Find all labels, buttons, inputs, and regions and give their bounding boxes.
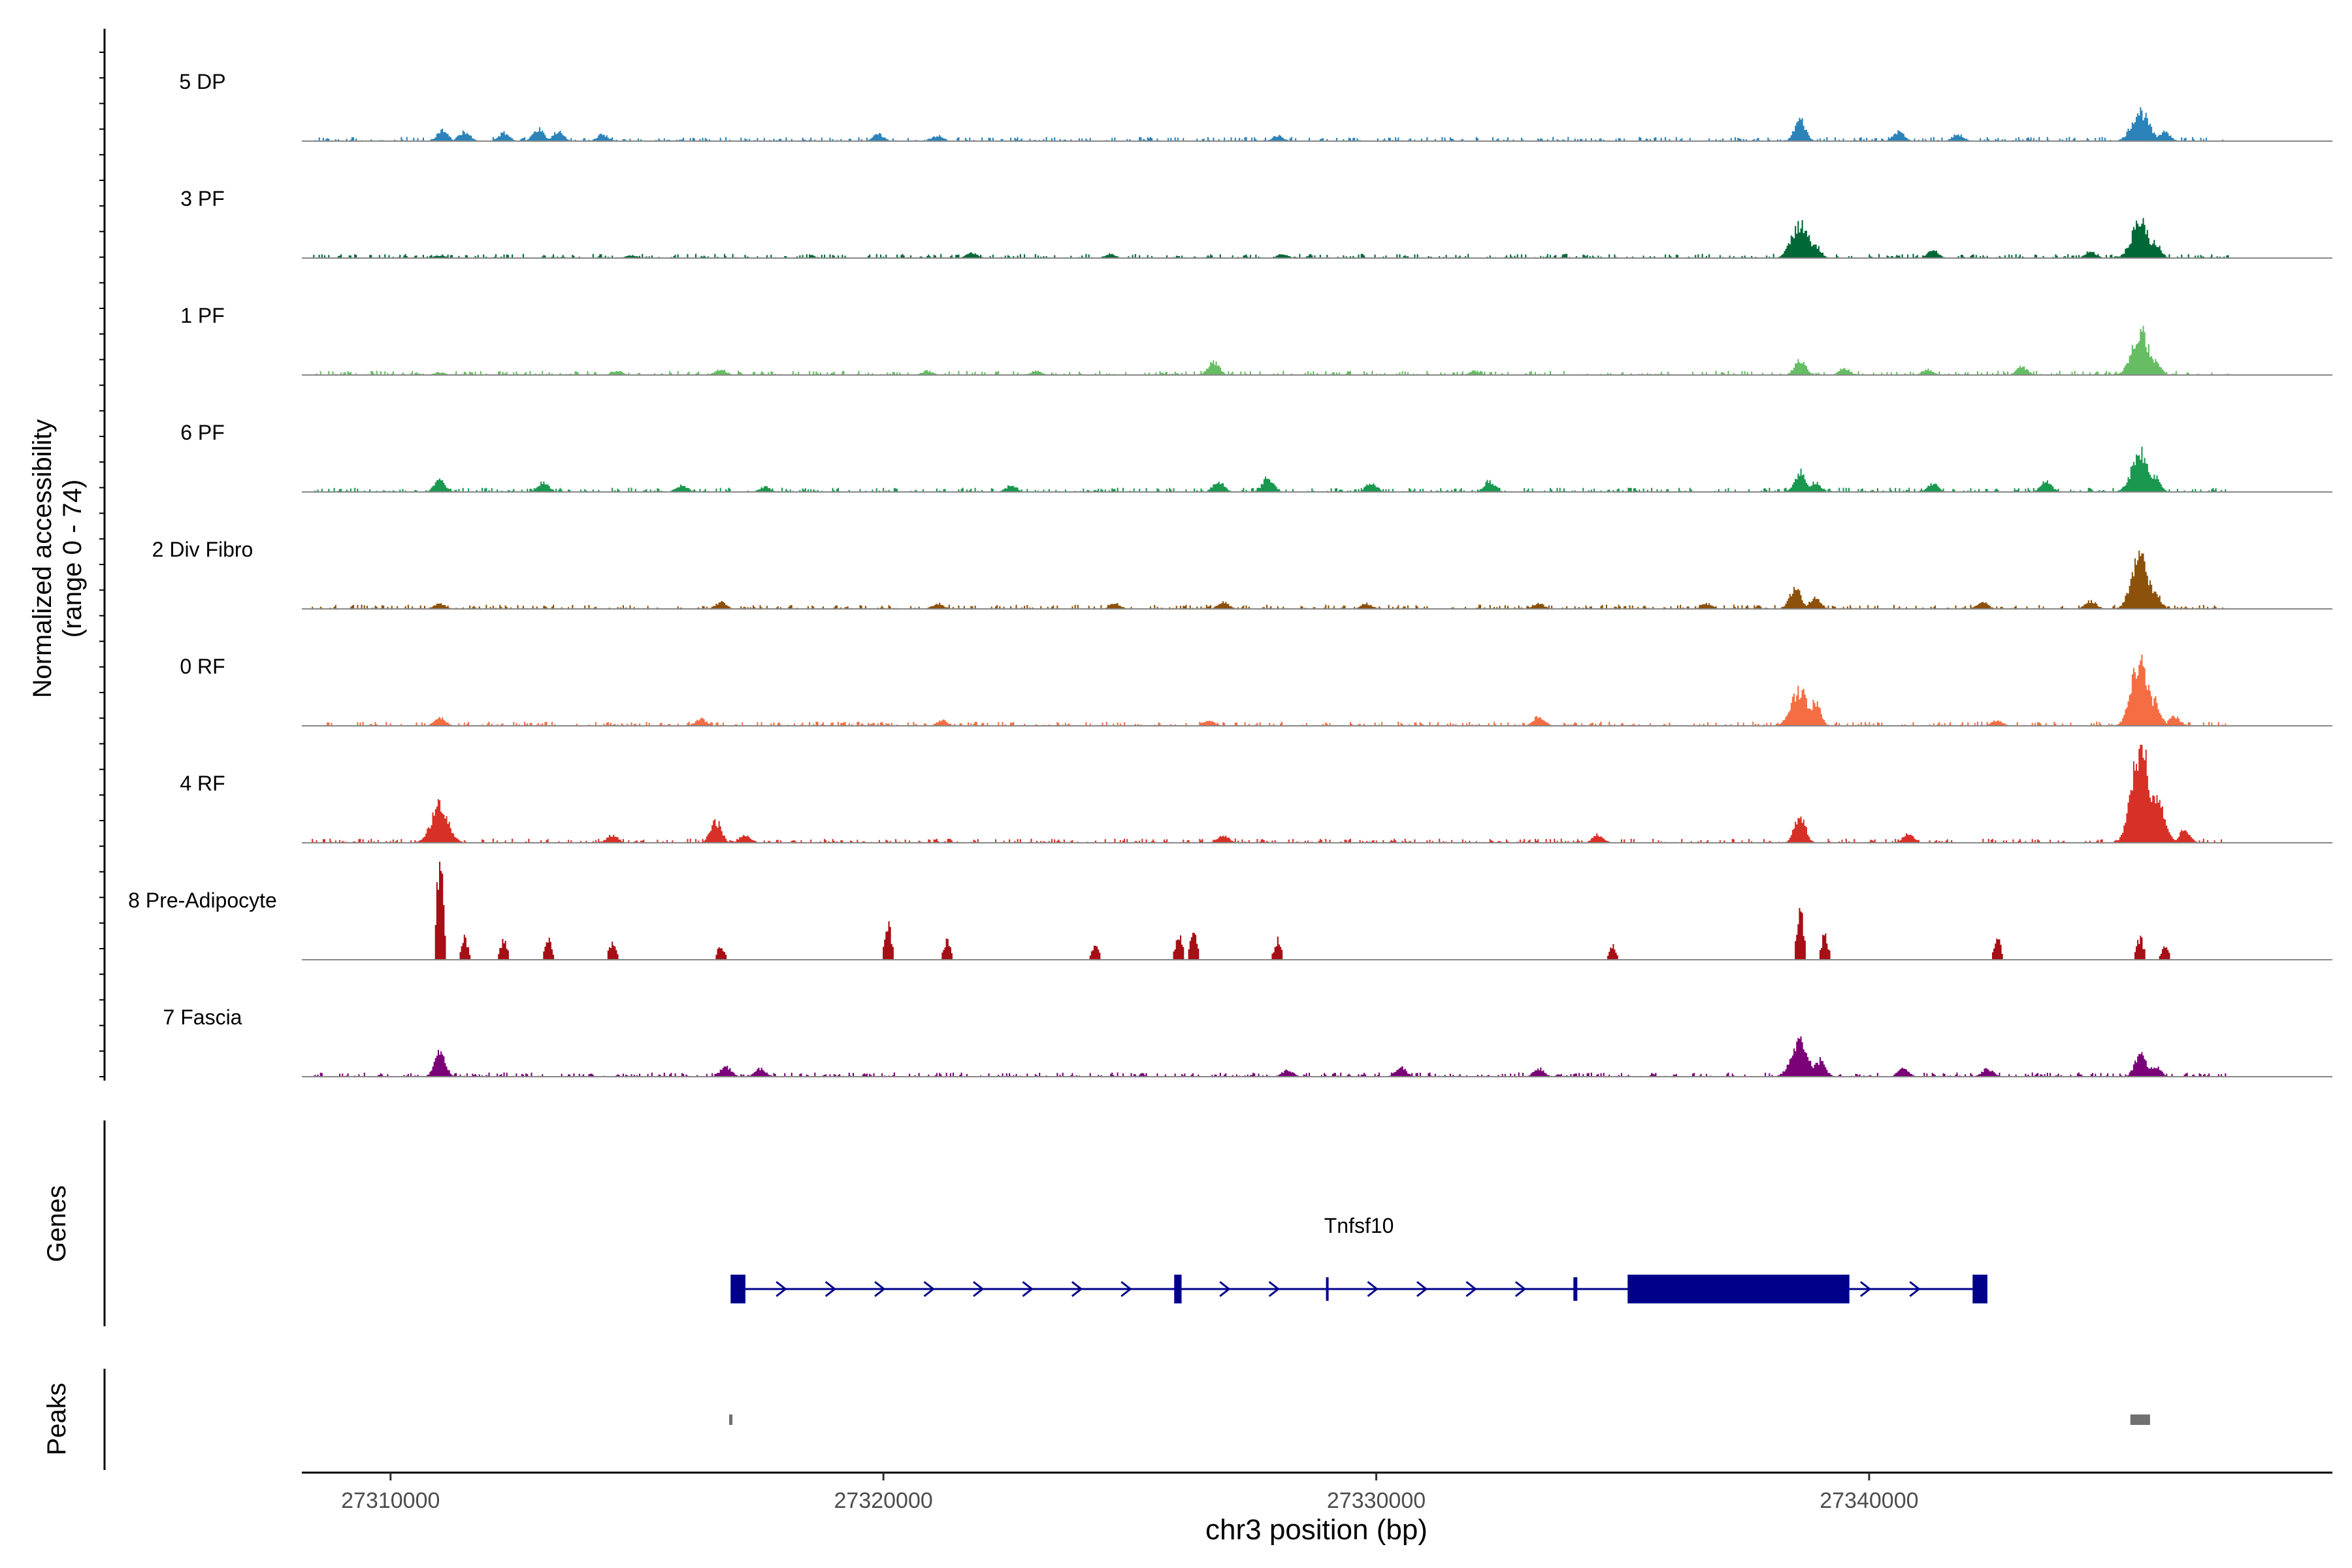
x-axis-ticks: 27310000 27320000 27330000 27340000 [341,1473,1919,1513]
gene-exon [1573,1277,1578,1301]
peaks-track [729,1414,2150,1425]
x-tick-label: 27310000 [341,1488,440,1513]
gene-strand-arrows [776,1281,1921,1298]
strand-arrow [923,1281,935,1298]
coverage-area [312,446,2229,492]
strand-arrow [1367,1281,1379,1298]
track-label: 7 Fascia [163,1005,242,1029]
x-tick-label: 27330000 [1327,1488,1426,1513]
gene-exon [1174,1275,1182,1303]
strand-arrow [1859,1281,1872,1298]
gene-label: Tnfsf10 [1324,1214,1394,1237]
peaks-axis-label: Peaks [42,1382,71,1455]
x-tick-label: 27340000 [1820,1488,1918,1513]
gene-exon [730,1275,745,1303]
gene-track: Tnfsf10 [730,1214,1987,1303]
track-label: 3 PF [180,187,225,210]
peak-region [2130,1414,2150,1425]
coverage-area [312,1036,2229,1077]
track-label: 0 RF [180,655,225,678]
strand-arrow [1465,1281,1477,1298]
track-label: 6 PF [180,421,225,444]
strand-arrow [1268,1281,1281,1298]
y-axis-label-line1: Normalized accessibility [28,419,57,698]
track-label: 1 PF [180,304,225,327]
strand-arrow [1416,1281,1428,1298]
strand-arrow [1909,1281,1921,1298]
track-label: 5 DP [179,70,225,93]
track-6-pf: 6 PF [180,421,2332,493]
track-2-div-fibro: 2 Div Fibro [152,538,2332,610]
strand-arrow [1071,1281,1083,1298]
gene-exon [1972,1275,1987,1303]
track-8-pre-adipocyte: 8 Pre-Adipocyte [128,862,2332,960]
genes-axis-label: Genes [42,1185,71,1262]
track-7-fascia: 7 Fascia [163,1005,2332,1077]
coverage-y-ticks [99,52,105,1077]
strand-arrow [825,1281,837,1298]
coverage-tracks: 5 DP 3 PF 1 PF 6 PF 2 Div Fibro 0 RF 4 RF 8 Pre… [128,70,2332,1077]
strand-arrow [1022,1281,1034,1298]
track-4-rf: 4 RF [180,745,2332,843]
track-label: 8 Pre-Adipocyte [128,889,277,912]
track-1-pf: 1 PF [180,304,2332,376]
y-axis-label-line2: (range 0 - 74) [58,480,87,638]
track-5-dp: 5 DP [179,70,2332,142]
strand-arrow [874,1281,886,1298]
strand-arrow [1120,1281,1132,1298]
gene-exon [1326,1277,1329,1301]
coverage-area [312,107,2229,141]
strand-arrow [973,1281,985,1298]
track-label: 2 Div Fibro [152,538,253,561]
track-label: 4 RF [180,772,225,795]
x-tick-label: 27320000 [834,1488,933,1513]
strand-arrow [1219,1281,1231,1298]
gene-exons [730,1275,1987,1303]
track-3-pf: 3 PF [180,187,2332,259]
strand-arrow [1514,1281,1527,1298]
gene-exon [1627,1275,1850,1303]
peak-region [729,1414,733,1425]
coverage-area [312,862,2229,960]
strand-arrow [776,1281,787,1298]
track-0-rf: 0 RF [180,655,2332,727]
x-axis-label: chr3 position (bp) [1205,1514,1428,1546]
